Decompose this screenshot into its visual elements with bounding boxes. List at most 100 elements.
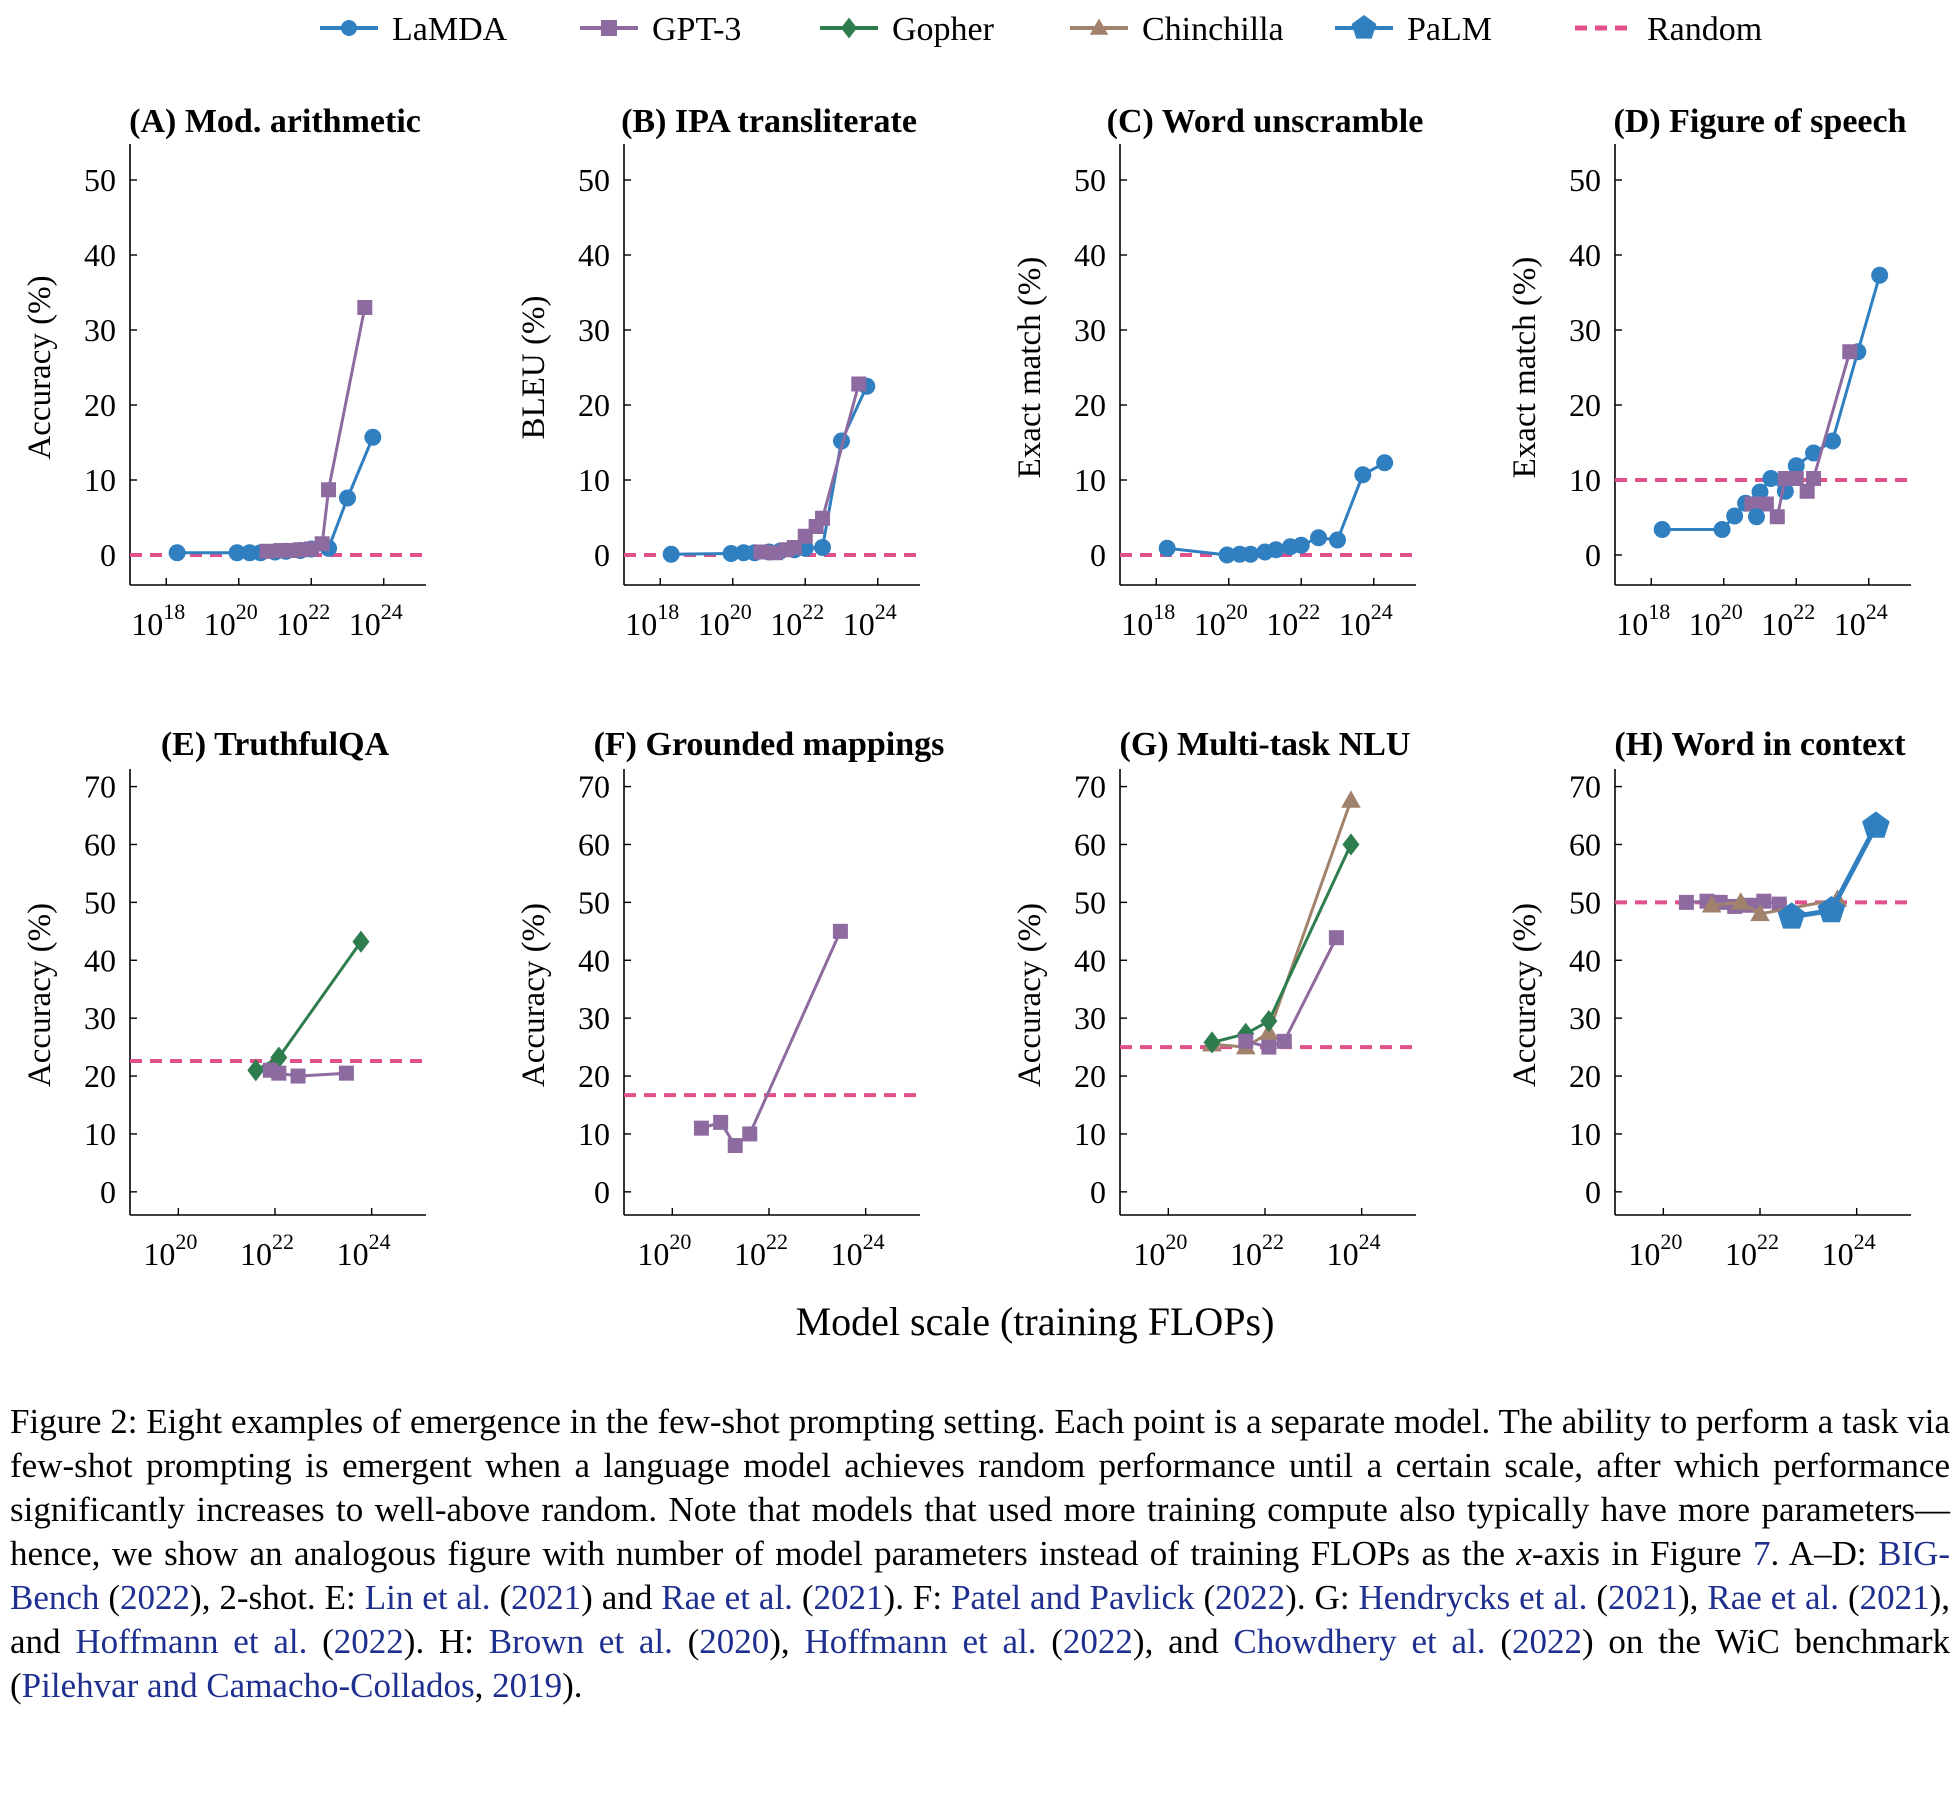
y-tick-label: 30 (1074, 312, 1106, 348)
series-lamda (1158, 454, 1394, 564)
y-tick-label: 70 (1074, 769, 1106, 805)
data-point (321, 482, 337, 498)
x-tick-exponent: 22 (766, 1229, 788, 1254)
x-tick-label: 1020 (698, 599, 752, 642)
x-tick-exponent: 24 (875, 599, 897, 624)
y-axis-label: Exact match (%) (1507, 257, 1543, 479)
cite-hoffmann[interactable]: Hoffmann et al. (75, 1622, 308, 1661)
y-tick-label: 50 (1569, 884, 1601, 920)
series-gopher (1203, 833, 1360, 1054)
cite-hoffmann-2[interactable]: Hoffmann et al. (804, 1622, 1037, 1661)
triangle-icon (1089, 18, 1109, 35)
cite-brown-year[interactable]: 2020 (699, 1622, 770, 1661)
x-tick-label: 1020 (1133, 1229, 1187, 1272)
x-tick-exponent: 22 (308, 599, 330, 624)
cite-lin[interactable]: Lin et al. (364, 1578, 491, 1617)
data-point (722, 545, 740, 562)
caption-text: Figure 2: Eight examples of emergence in… (10, 1402, 1950, 1573)
x-tick-exponent: 20 (1660, 1229, 1682, 1254)
y-tick-label: 30 (578, 1000, 610, 1036)
y-tick-label: 40 (84, 237, 116, 273)
cite-hendrycks-year[interactable]: 2021 (1607, 1578, 1678, 1617)
cite-rae-2[interactable]: Rae et al. (1707, 1578, 1839, 1617)
y-tick-label: 40 (84, 942, 116, 978)
cite-rae-year[interactable]: 2021 (813, 1578, 884, 1617)
cite-rae-2-year[interactable]: 2021 (1859, 1578, 1930, 1617)
data-point (290, 1068, 306, 1084)
caption-text-11: , and (1144, 1622, 1234, 1661)
x-tick-exponent: 22 (1793, 599, 1815, 624)
data-point (271, 1065, 287, 1081)
x-tick-label: 1024 (831, 1229, 885, 1272)
data-point (1871, 266, 1889, 284)
cite-pilehvar-year[interactable]: 2019 (492, 1666, 563, 1705)
series-line (266, 307, 367, 553)
caption-text-13: ). (562, 1666, 583, 1705)
cite-rae[interactable]: Rae et al. (661, 1578, 793, 1617)
data-point (364, 428, 382, 446)
y-tick-label: 20 (578, 387, 610, 423)
y-tick-label: 10 (1569, 1116, 1601, 1152)
cite-chowdhery[interactable]: Chowdhery et al. (1233, 1622, 1486, 1661)
series-gpt-3 (259, 300, 373, 559)
legend-label: GPT-3 (652, 11, 741, 48)
series-line (1662, 274, 1882, 531)
x-tick-label: 1024 (1327, 1229, 1381, 1272)
data-point (357, 300, 373, 315)
data-point (1653, 521, 1671, 538)
cite-brown[interactable]: Brown et al. (488, 1622, 673, 1661)
cite-lin-year[interactable]: 2021 (511, 1578, 582, 1617)
data-point (1701, 895, 1722, 913)
chart-title: (C) Word unscramble (1107, 103, 1424, 140)
x-tick-label: 1022 (276, 599, 330, 642)
cite-patel-year[interactable]: 2022 (1215, 1578, 1286, 1617)
x-tick-exponent: 24 (369, 1229, 391, 1254)
cite-bigbench[interactable]: BIG-Bench (10, 1534, 1950, 1617)
x-tick-label: 1018 (1121, 599, 1175, 642)
data-point (1376, 454, 1394, 472)
legend-label: PaLM (1407, 11, 1492, 48)
data-point (727, 1138, 743, 1154)
cite-pilehvar[interactable]: Pilehvar and Camacho-Collados (21, 1666, 475, 1705)
data-point (1805, 444, 1823, 462)
x-tick-exponent: 18 (1648, 599, 1670, 624)
data-point (1750, 903, 1770, 922)
cite-hoffmann-year[interactable]: 2022 (333, 1622, 404, 1661)
data-point (1267, 541, 1285, 559)
data-point (1747, 508, 1765, 526)
x-tick-exponent: 20 (730, 599, 752, 624)
chart-title: (A) Mod. arithmetic (129, 103, 421, 140)
data-point (352, 930, 370, 953)
cite-patel[interactable]: Patel and Pavlick (951, 1578, 1195, 1617)
figure-ref-link[interactable]: 7 (1753, 1534, 1771, 1573)
data-point (1777, 902, 1806, 929)
y-tick-label: 20 (1074, 1058, 1106, 1094)
y-tick-label: 50 (578, 162, 610, 198)
data-point (832, 923, 848, 939)
legend-item-random: Random (1575, 11, 1762, 48)
circle-icon (341, 20, 357, 36)
series-line (671, 385, 869, 556)
y-tick-label: 10 (1569, 462, 1601, 498)
x-tick-exponent: 20 (1165, 1229, 1187, 1254)
legend-item-lamda: LaMDA (320, 11, 508, 48)
y-tick-label: 0 (1585, 1174, 1601, 1210)
cite-hendrycks[interactable]: Hendrycks et al. (1358, 1578, 1588, 1617)
y-tick-label: 30 (578, 312, 610, 348)
y-tick-label: 0 (100, 1174, 116, 1210)
data-point (713, 1114, 729, 1130)
y-tick-label: 40 (578, 237, 610, 273)
y-tick-label: 0 (1585, 537, 1601, 573)
series-gpt-3 (753, 376, 867, 561)
cite-chowdhery-year[interactable]: 2022 (1511, 1622, 1582, 1661)
y-tick-label: 20 (84, 1058, 116, 1094)
cite-hoffmann-2-year[interactable]: 2022 (1062, 1622, 1133, 1661)
y-tick-label: 10 (84, 462, 116, 498)
cite-bigbench-year[interactable]: 2022 (120, 1578, 191, 1617)
